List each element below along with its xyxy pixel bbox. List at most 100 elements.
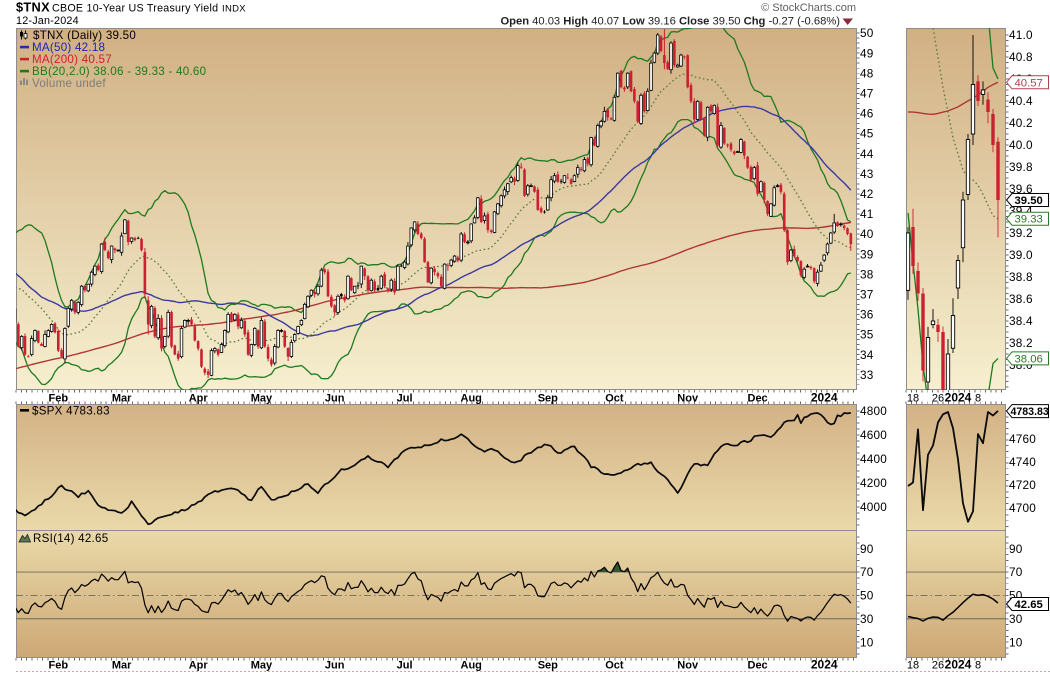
svg-text:42.65: 42.65	[1015, 599, 1043, 611]
svg-text:Feb: Feb	[49, 393, 69, 405]
svg-text:Aug: Aug	[461, 393, 482, 405]
svg-text:43: 43	[860, 167, 874, 181]
svg-text:Aug: Aug	[461, 660, 482, 672]
svg-text:2024: 2024	[811, 391, 838, 405]
svg-text:50: 50	[860, 26, 874, 40]
svg-text:Sep: Sep	[538, 660, 558, 672]
svg-text:49: 49	[860, 46, 874, 60]
svg-text:40.8: 40.8	[1009, 50, 1033, 64]
svg-text:Volume undef: Volume undef	[32, 77, 106, 90]
svg-text:Dec: Dec	[748, 393, 768, 405]
svg-text:18: 18	[907, 660, 919, 672]
svg-text:CBOE 10-Year US Treasury Yield: CBOE 10-Year US Treasury Yield	[52, 3, 218, 15]
svg-text:2024: 2024	[945, 391, 972, 405]
svg-text:RSI(14) 42.65: RSI(14) 42.65	[33, 532, 108, 545]
svg-text:50: 50	[860, 589, 874, 603]
svg-text:45: 45	[860, 127, 874, 141]
svg-text:10: 10	[1009, 635, 1023, 649]
svg-text:38: 38	[860, 267, 874, 281]
svg-text:Dec: Dec	[748, 660, 768, 672]
svg-text:4000: 4000	[860, 500, 887, 514]
svg-text:10: 10	[860, 635, 874, 649]
svg-text:40: 40	[860, 227, 874, 241]
svg-text:INDX: INDX	[222, 4, 246, 15]
svg-text:12-Jan-2024: 12-Jan-2024	[16, 15, 79, 27]
svg-text:Oct: Oct	[605, 660, 624, 672]
svg-text:Oct: Oct	[605, 393, 624, 405]
svg-text:4760: 4760	[1009, 432, 1036, 446]
svg-text:46: 46	[860, 107, 874, 121]
svg-text:38.8: 38.8	[1009, 270, 1033, 284]
svg-text:35: 35	[860, 328, 874, 342]
svg-text:4783.83: 4783.83	[1011, 406, 1049, 418]
svg-text:Jun: Jun	[325, 393, 345, 405]
svg-text:38.06: 38.06	[1015, 353, 1043, 365]
svg-text:8: 8	[975, 393, 981, 405]
svg-text:4400: 4400	[860, 452, 887, 466]
svg-text:39.33: 39.33	[1015, 214, 1043, 226]
svg-text:2024: 2024	[811, 658, 838, 672]
svg-text:33: 33	[860, 368, 874, 382]
svg-text:36: 36	[860, 308, 874, 322]
svg-text:2024: 2024	[945, 658, 972, 672]
svg-text:38.2: 38.2	[1009, 336, 1033, 350]
svg-text:39.6: 39.6	[1009, 182, 1033, 196]
svg-text:Nov: Nov	[677, 393, 699, 405]
svg-text:May: May	[251, 660, 273, 672]
svg-text:Nov: Nov	[677, 660, 699, 672]
svg-text:40.57: 40.57	[1015, 77, 1043, 89]
svg-text:41.0: 41.0	[1009, 28, 1033, 42]
svg-text:Jun: Jun	[325, 660, 345, 672]
svg-text:40.0: 40.0	[1009, 138, 1033, 152]
svg-text:Apr: Apr	[189, 393, 209, 405]
svg-text:38.4: 38.4	[1009, 314, 1033, 328]
svg-text:47: 47	[860, 87, 874, 101]
svg-text:Feb: Feb	[49, 660, 69, 672]
svg-text:MA(50) 42.18: MA(50) 42.18	[32, 41, 105, 54]
svg-text:34: 34	[860, 348, 874, 362]
svg-text:4720: 4720	[1009, 478, 1036, 492]
svg-text:37: 37	[860, 288, 874, 302]
svg-text:39.8: 39.8	[1009, 160, 1033, 174]
svg-text:May: May	[251, 393, 273, 405]
svg-text:39.2: 39.2	[1009, 226, 1033, 240]
svg-text:39: 39	[860, 247, 874, 261]
svg-text:Mar: Mar	[112, 660, 132, 672]
svg-text:39.0: 39.0	[1009, 248, 1033, 262]
svg-text:42: 42	[860, 187, 874, 201]
svg-text:38.6: 38.6	[1009, 292, 1033, 306]
svg-text:4200: 4200	[860, 476, 887, 490]
svg-text:Mar: Mar	[112, 393, 132, 405]
svg-text:Jul: Jul	[397, 393, 413, 405]
svg-text:Jul: Jul	[397, 660, 413, 672]
svg-text:$SPX 4783.83: $SPX 4783.83	[32, 405, 110, 418]
svg-text:Open 40.03 High 40.07 Low 39.1: Open 40.03 High 40.07 Low 39.16 Close 39…	[500, 16, 840, 28]
svg-text:40.4: 40.4	[1009, 94, 1033, 108]
svg-text:4600: 4600	[860, 428, 887, 442]
svg-text:48: 48	[860, 66, 874, 80]
svg-text:30: 30	[860, 612, 874, 626]
svg-text:Sep: Sep	[538, 393, 558, 405]
svg-text:4800: 4800	[860, 404, 887, 418]
svg-text:18: 18	[907, 393, 919, 405]
svg-text:41: 41	[860, 207, 874, 221]
svg-text:4700: 4700	[1009, 501, 1036, 515]
svg-text:BB(20,2.0) 38.06 - 39.33 - 40.: BB(20,2.0) 38.06 - 39.33 - 40.60	[32, 65, 206, 78]
svg-text:4740: 4740	[1009, 455, 1036, 469]
svg-text:Apr: Apr	[189, 660, 209, 672]
svg-text:26: 26	[932, 660, 944, 672]
svg-text:70: 70	[860, 565, 874, 579]
svg-text:44: 44	[860, 147, 874, 161]
svg-text:40.2: 40.2	[1009, 116, 1033, 130]
svg-text:30: 30	[1009, 612, 1023, 626]
svg-text:$TNX: $TNX	[16, 0, 50, 15]
svg-text:70: 70	[1009, 565, 1023, 579]
svg-text:MA(200) 40.57: MA(200) 40.57	[32, 53, 112, 66]
svg-text:90: 90	[1009, 542, 1023, 556]
svg-text:$TNX (Daily) 39.50: $TNX (Daily) 39.50	[33, 29, 136, 42]
svg-text:26: 26	[932, 393, 944, 405]
svg-text:90: 90	[860, 542, 874, 556]
svg-text:39.50: 39.50	[1015, 195, 1043, 207]
svg-text:© StockCharts.com: © StockCharts.com	[761, 2, 856, 14]
svg-text:8: 8	[975, 660, 981, 672]
